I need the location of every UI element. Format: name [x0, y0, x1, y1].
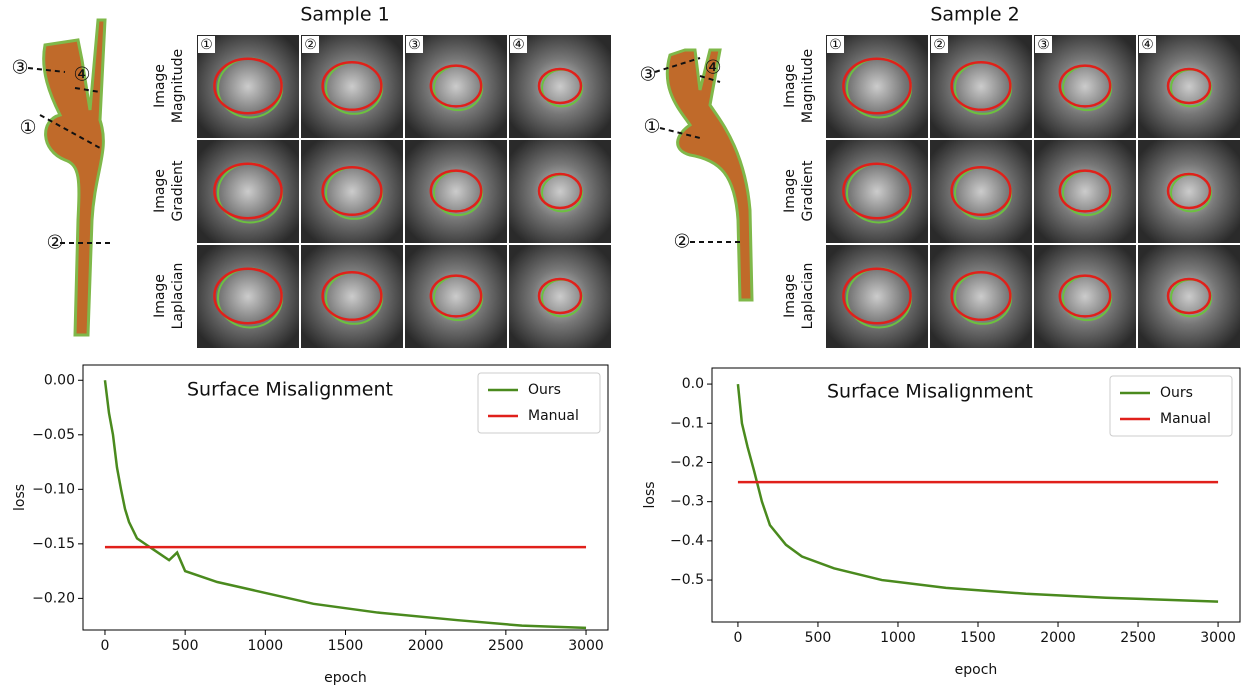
x-tick-label: 500: [805, 630, 832, 646]
row-label: Image: [782, 169, 798, 213]
image-panel: [1138, 245, 1240, 348]
chart-title: Surface Misalignment: [187, 379, 393, 401]
chart-title: Surface Misalignment: [827, 381, 1033, 403]
panel-number: ①: [200, 37, 213, 53]
image-panel: [1138, 140, 1240, 243]
x-axis-label: epoch: [955, 662, 998, 678]
image-panel: [1034, 245, 1136, 348]
x-tick-label: 3000: [1200, 630, 1236, 646]
image-panel: [826, 245, 928, 348]
row-label: Image: [782, 274, 798, 318]
x-tick-label: 2000: [408, 638, 444, 654]
callout: ③: [639, 64, 656, 86]
legend-label: Ours: [528, 382, 561, 398]
y-tick-label: −0.1: [670, 415, 704, 431]
panel-number: ④: [1141, 37, 1154, 53]
panel-number: ①: [829, 37, 842, 53]
image-panel: [197, 140, 299, 243]
x-tick-label: 2000: [1040, 630, 1076, 646]
x-axis-label: epoch: [324, 670, 367, 686]
row-label: Laplacian: [170, 263, 186, 330]
callout: ④: [73, 64, 90, 86]
callout: ②: [46, 232, 63, 254]
panel-number: ②: [304, 37, 317, 53]
callout: ②: [673, 231, 690, 253]
panel-number: ④: [512, 37, 525, 53]
callout: ①: [19, 117, 36, 139]
image-panel: [930, 140, 1032, 243]
vessel-model: [667, 50, 752, 300]
row-label: Magnitude: [170, 49, 186, 123]
image-panel: [405, 245, 507, 348]
row-label: Image: [152, 169, 168, 213]
row-label: Laplacian: [800, 263, 816, 330]
row-label: Image: [152, 64, 168, 108]
y-tick-label: −0.10: [32, 481, 75, 497]
row-label: Magnitude: [800, 49, 816, 123]
image-panel: [405, 140, 507, 243]
x-tick-label: 500: [172, 638, 199, 654]
y-tick-label: −0.3: [670, 494, 704, 510]
image-panel: [509, 140, 611, 243]
image-panel: [197, 245, 299, 348]
x-tick-label: 1500: [960, 630, 996, 646]
callout: ①: [643, 116, 660, 138]
x-tick-label: 2500: [1120, 630, 1156, 646]
image-panel: [301, 245, 403, 348]
x-tick-label: 1000: [248, 638, 284, 654]
y-tick-label: 0.00: [44, 372, 75, 388]
legend-label: Ours: [1160, 385, 1193, 401]
x-tick-label: 1000: [880, 630, 916, 646]
panel-number: ③: [408, 37, 421, 53]
x-tick-label: 0: [101, 638, 110, 654]
sample-title: Sample 1: [300, 4, 389, 26]
image-panel: [301, 140, 403, 243]
x-tick-label: 2500: [488, 638, 524, 654]
image-panel: [930, 245, 1032, 348]
row-label: Image: [152, 274, 168, 318]
x-tick-label: 0: [733, 630, 742, 646]
row-label: Gradient: [800, 160, 816, 221]
x-tick-label: 1500: [328, 638, 364, 654]
row-label: Image: [782, 64, 798, 108]
y-tick-label: 0.0: [682, 376, 704, 392]
row-label: Gradient: [170, 160, 186, 221]
callout: ③: [11, 57, 28, 79]
y-axis-label: loss: [12, 484, 28, 511]
y-tick-label: −0.20: [32, 590, 75, 606]
figure: Sample 1ImageMagnitude①②③④ImageGradientI…: [0, 0, 1243, 687]
callout: ④: [704, 57, 721, 79]
y-tick-label: −0.2: [670, 454, 704, 470]
panel-number: ③: [1037, 37, 1050, 53]
y-axis-label: loss: [642, 481, 658, 508]
panel-number: ②: [933, 37, 946, 53]
x-tick-label: 3000: [568, 638, 604, 654]
image-panel: [826, 140, 928, 243]
image-panel: [1034, 140, 1136, 243]
sample-title: Sample 2: [930, 4, 1019, 26]
y-tick-label: −0.15: [32, 536, 75, 552]
y-tick-label: −0.4: [670, 533, 704, 549]
image-panel: [509, 245, 611, 348]
legend-label: Manual: [528, 408, 579, 424]
legend-label: Manual: [1160, 411, 1211, 427]
y-tick-label: −0.5: [670, 572, 704, 588]
y-tick-label: −0.05: [32, 427, 75, 443]
